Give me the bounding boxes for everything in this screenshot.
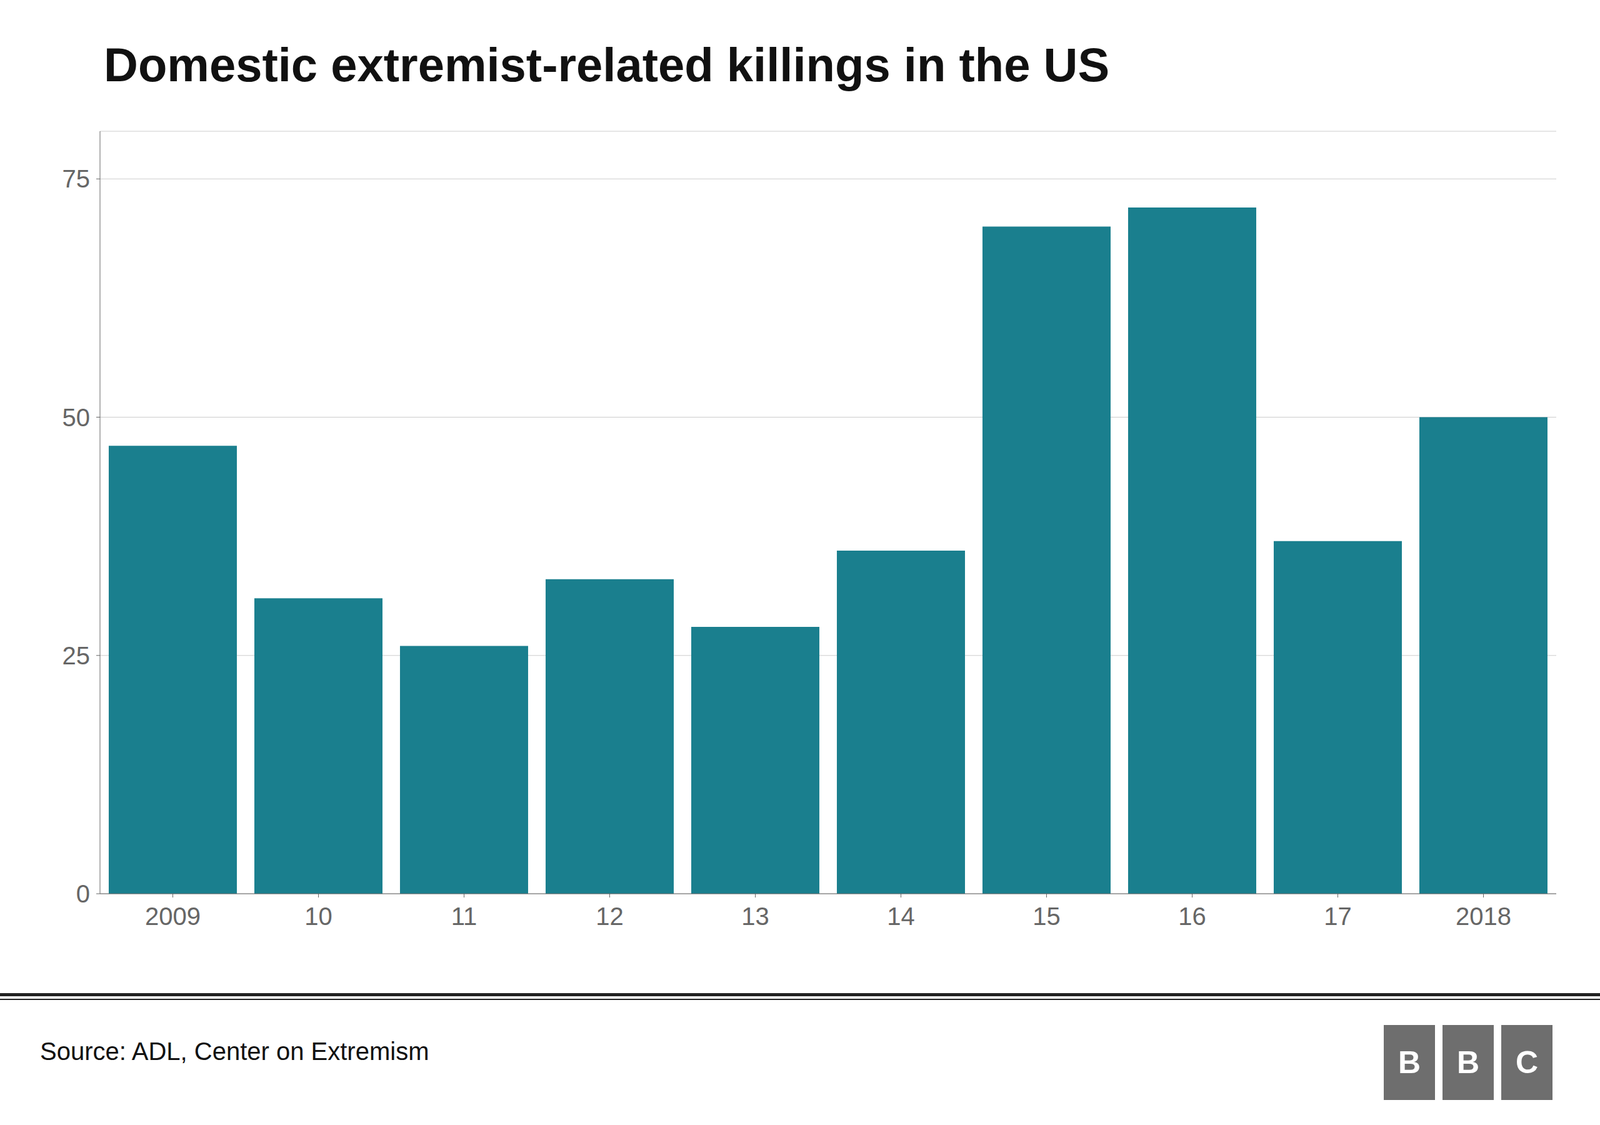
html-text:Domestic extremist-related kil: Domestic extremist-related killings in t…	[103, 38, 1110, 92]
svg-text:11: 11	[451, 902, 478, 930]
svg-text:13: 13	[741, 902, 770, 930]
svg-text:0: 0	[76, 880, 90, 908]
svg-text:2009: 2009	[145, 902, 201, 930]
svg-text:14: 14	[886, 902, 915, 930]
html-text:C: C	[1515, 1045, 1539, 1080]
html-text:Source: ADL, Center on Extremi: Source: ADL, Center on Extremism	[40, 1037, 430, 1065]
svg-text:16: 16	[1178, 902, 1207, 930]
svg-text:17: 17	[1323, 902, 1352, 930]
svg-text:10: 10	[304, 902, 333, 930]
svg-text:50: 50	[62, 403, 91, 432]
svg-text:2018: 2018	[1455, 902, 1512, 930]
svg-text:12: 12	[595, 902, 624, 930]
html-text:B: B	[1398, 1045, 1421, 1080]
svg-text:75: 75	[62, 165, 91, 193]
svg-text:15: 15	[1032, 902, 1061, 930]
svg-text:25: 25	[62, 641, 91, 670]
html-text:B: B	[1456, 1045, 1480, 1080]
